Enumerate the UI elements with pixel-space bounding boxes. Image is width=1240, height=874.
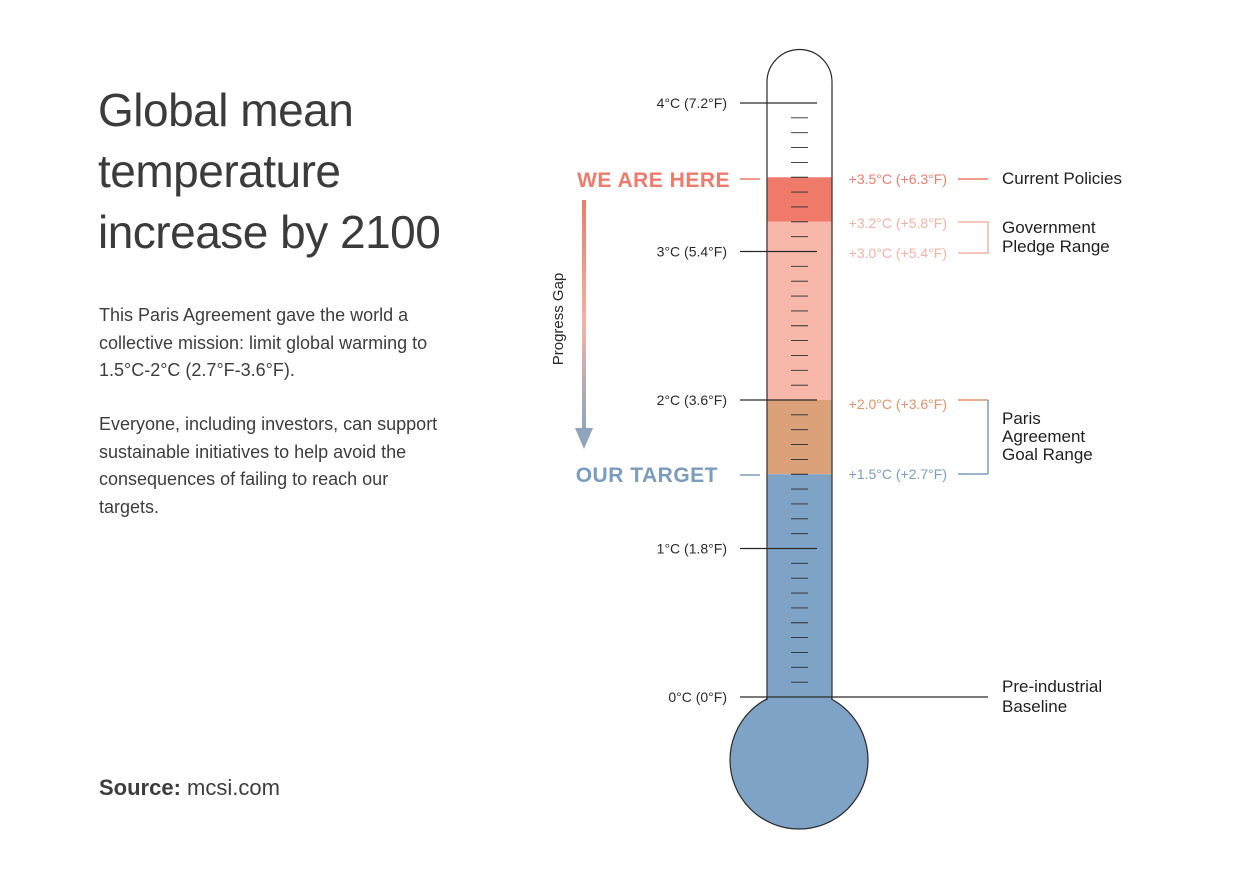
pledge-label-line2: Pledge Range xyxy=(1002,237,1110,256)
our-target-label: OUR TARGET xyxy=(576,464,718,487)
scale-label: 4°C (7.2°F) xyxy=(657,95,727,111)
major-ticks: 4°C (7.2°F) 3°C (5.4°F) 2°C (3.6°F) 1°C (1.… xyxy=(657,95,817,705)
band-paris-range xyxy=(767,400,832,475)
progress-gap-label: Progress Gap xyxy=(550,273,567,366)
page-title: Global mean temperature increase by 2100 xyxy=(98,84,441,258)
bulb-neck xyxy=(767,690,832,720)
band-current-policies xyxy=(767,177,832,222)
source-label: Source: xyxy=(99,775,181,800)
scale-label: 2°C (3.6°F) xyxy=(657,392,727,408)
intro-paragraph: This Paris Agreement gave the world a co… xyxy=(99,305,428,380)
progress-gap-arrow-shaft xyxy=(582,200,586,428)
support-paragraph: Everyone, including investors, can suppo… xyxy=(99,414,438,517)
current-value-label: +3.5°C (+6.3°F) xyxy=(849,171,947,187)
pledge-low-label: +3.0°C (+5.4°F) xyxy=(849,245,947,261)
paris-label-line2: Agreement xyxy=(1002,427,1085,446)
scale-label: 1°C (1.8°F) xyxy=(657,541,727,557)
scale-label: 0°C (0°F) xyxy=(668,689,727,705)
source-value: mcsi.com xyxy=(187,775,280,800)
temperature-bands xyxy=(767,177,832,740)
paris-high-label: +2.0°C (+3.6°F) xyxy=(849,396,947,412)
pledge-high-label: +3.2°C (+5.8°F) xyxy=(849,215,947,231)
we-are-here-label: WE ARE HERE xyxy=(577,169,730,192)
pledge-label-line1: Government xyxy=(1002,218,1096,237)
paris-label-line3: Goal Range xyxy=(1002,445,1093,464)
pledge-bracket xyxy=(958,221,989,254)
baseline-label-line1: Pre-industrial xyxy=(1002,677,1102,696)
source-credit: Source: mcsi.com xyxy=(99,775,280,801)
minor-ticks xyxy=(791,117,808,683)
thermometer-tube xyxy=(766,48,833,700)
progress-gap-arrow-head xyxy=(575,428,593,449)
scale-label: 3°C (5.4°F) xyxy=(657,244,727,260)
paris-label-line1: Paris xyxy=(1002,409,1041,428)
baseline-label-line2: Baseline xyxy=(1002,697,1067,716)
current-policies-label: Current Policies xyxy=(1002,169,1122,188)
paris-low-label: +1.5°C (+2.7°F) xyxy=(849,466,947,482)
